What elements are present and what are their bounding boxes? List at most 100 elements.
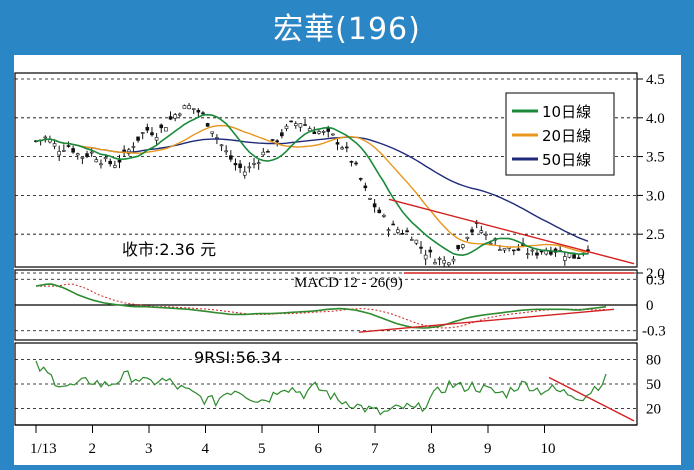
candle-body [298, 123, 303, 128]
candle-body [340, 147, 344, 150]
candle-body [117, 159, 122, 163]
candle-body [275, 140, 280, 143]
x-tick-label: 5 [258, 441, 266, 457]
candle-body [261, 151, 266, 156]
price-panel [14, 72, 638, 268]
candle-body [460, 244, 465, 248]
candle-body [103, 157, 108, 160]
candle-body [159, 124, 164, 129]
rsi-y-tick-label: 50 [646, 377, 661, 393]
candle-body [154, 137, 159, 141]
candle-body [280, 132, 284, 137]
candle-body [317, 131, 321, 134]
candle-body [233, 163, 238, 166]
rsi-y-tick-label: 80 [646, 352, 661, 368]
price-y-tick-label: 3.0 [646, 188, 665, 204]
candle-body [377, 209, 382, 214]
x-tick-label: 1/13 [30, 441, 57, 457]
candle-body [368, 197, 372, 200]
candle-body [576, 257, 581, 259]
x-tick-labels: 1/13 2 3 4 5 6 7 8 9 10 [30, 441, 556, 457]
candle-body [94, 159, 99, 163]
candle-body [349, 161, 354, 163]
candle-body [219, 144, 224, 147]
candle-body [182, 105, 187, 109]
legend: 10日線 20日線 50日線 [505, 92, 615, 176]
price-y-tick-label: 4.0 [646, 111, 665, 127]
candle-body [447, 262, 451, 266]
candle-body [312, 131, 317, 135]
candle-body [210, 131, 215, 134]
candle-body [567, 253, 572, 258]
x-tick-label: 2 [89, 441, 97, 457]
candle-body [131, 146, 136, 148]
candle-body [372, 203, 377, 208]
candle-body [75, 153, 80, 156]
candle-body [414, 239, 419, 244]
x-tick-label: 10 [541, 441, 556, 457]
rsi-layer [35, 360, 635, 422]
title-bar: 宏華(196) [0, 0, 694, 52]
candle-body [113, 165, 117, 168]
candle-body [572, 254, 576, 259]
candle-body [187, 105, 191, 110]
candle-body [145, 126, 150, 131]
x-tick-label: 7 [371, 441, 379, 457]
candle-body [284, 125, 289, 129]
candle-body [80, 156, 85, 159]
candle-body [229, 155, 233, 160]
rsi-label: 9RSI:56.34 [194, 348, 281, 367]
candle-body [363, 185, 368, 189]
candle-body [344, 146, 349, 149]
candle-body [270, 139, 275, 141]
candle-body [488, 242, 493, 245]
candle-body [470, 229, 474, 233]
candle-body [479, 230, 484, 233]
candle-body [465, 236, 470, 239]
candle-body [386, 229, 391, 232]
macd-signal-line [36, 283, 607, 329]
legend-label-ma20: 20日線 [542, 127, 591, 145]
rsi-line [35, 360, 607, 416]
candle-body [196, 109, 201, 113]
macd-line [35, 283, 607, 329]
candle-body [289, 120, 293, 123]
candle-body [108, 160, 113, 165]
legend-label-ma10: 10日線 [542, 103, 591, 121]
candle-body [173, 114, 177, 119]
candle-body [400, 232, 405, 235]
candle-body [502, 248, 507, 251]
close-annotation: 收市:2.36 元 [122, 240, 216, 259]
candle-body [247, 166, 252, 169]
candle-body [62, 150, 66, 152]
candle-body [354, 162, 358, 165]
candle-body [256, 162, 261, 165]
candle-body [391, 223, 395, 226]
candle-body [442, 260, 447, 264]
candle-body [66, 145, 71, 147]
price-y-tick-label: 4.5 [646, 72, 665, 88]
candle-body [99, 163, 103, 166]
candle-body [358, 178, 363, 180]
x-tick-label: 6 [315, 441, 323, 457]
rsi-y-tick-label: 20 [646, 402, 661, 418]
macd-layer [35, 283, 615, 333]
candle-body [164, 127, 168, 132]
chart-title: 宏華(196) [273, 12, 421, 47]
candle-body [85, 153, 89, 157]
candle-body [266, 151, 270, 153]
x-tick-label: 4 [202, 441, 210, 457]
candle-body [382, 214, 386, 217]
candle-body [498, 249, 502, 251]
candle-body [177, 113, 182, 116]
candle-body [451, 258, 456, 262]
series-ma20-line [35, 124, 589, 253]
macd-y-tick-label: -0.3 [642, 324, 666, 340]
macd-label: MACD 12 - 26(9) [294, 275, 403, 291]
candle-body [224, 150, 228, 153]
x-tick-label: 9 [484, 441, 492, 457]
candle-body [511, 249, 516, 252]
candle-body [525, 253, 530, 255]
trendline-upper [388, 198, 635, 265]
candle-body [539, 250, 544, 253]
